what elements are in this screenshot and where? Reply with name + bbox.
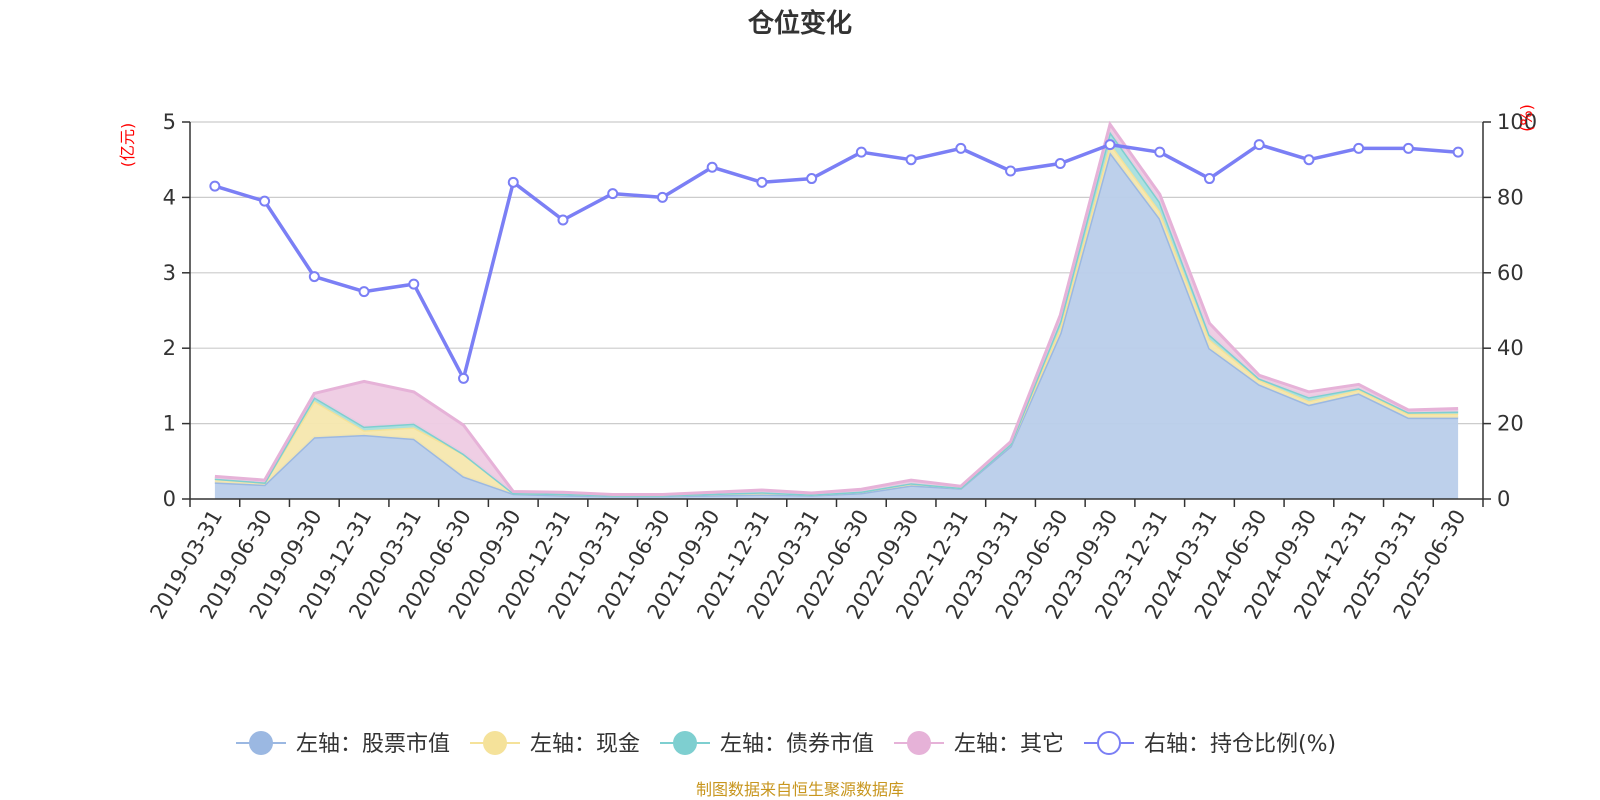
legend-marker [1097,731,1121,755]
ratio-point [1402,142,1414,154]
ratio-point [209,180,221,192]
ratio-point [1054,157,1066,169]
ratio-line [214,142,1459,381]
right-axis-unit: (%) [1517,104,1536,132]
ratio-point [1104,139,1116,151]
left-axis-tick-label: 1 [163,412,176,436]
ratio-point [557,214,569,226]
right-axis-tick-label: 40 [1497,336,1524,360]
legend-item: 左轴：其它 [894,731,1064,757]
legend-marker [483,731,507,755]
axes: 0123450204060801002019-03-312019-06-3020… [145,110,1537,623]
ratio-point [955,142,967,154]
left-axis-tick-label: 4 [163,185,176,209]
left-axis-tick-label: 2 [163,336,176,360]
legend-label: 左轴：现金 [530,732,640,757]
legend-label: 左轴：股票市值 [296,732,450,757]
ratio-point [1154,146,1166,158]
ratio-point [706,161,718,173]
ratio-point [1005,165,1017,177]
ratio-point [1353,142,1365,154]
ratio-point [756,176,768,188]
ratio-point [1203,173,1215,185]
ratio-point [806,173,818,185]
legend-marker [907,731,931,755]
ratio-point [905,154,917,166]
legend-item: 左轴：现金 [470,731,640,757]
ratio-point [358,286,370,298]
legend-item: 左轴：债券市值 [660,731,874,757]
legend-label: 左轴：债券市值 [720,732,874,757]
legend-label: 左轴：其它 [954,732,1064,757]
ratio-point [507,176,519,188]
legend: 左轴：股票市值 左轴：现金 左轴：债券市值 左轴：其它 右轴：持仓比例(%) [236,731,1336,757]
right-axis-tick-label: 0 [1497,487,1510,511]
legend-item: 左轴：股票市值 [236,731,450,757]
ratio-point [1303,154,1315,166]
ratio-point [308,271,320,283]
left-axis-tick-label: 3 [163,261,176,285]
left-axis-unit: (亿元) [118,123,137,168]
ratio-point [259,195,271,207]
legend-label: 右轴：持仓比例(%) [1144,732,1336,757]
source-note: 制图数据来自恒生聚源数据库 [696,780,904,799]
area-series [214,120,1459,499]
legend-item: 右轴：持仓比例(%) [1084,731,1336,757]
ratio-point [855,146,867,158]
area-series-1 [214,152,1459,499]
left-axis-tick-label: 5 [163,110,176,134]
right-axis-tick-label: 100 [1497,110,1537,134]
right-axis-tick-label: 80 [1497,185,1524,209]
ratio-point [607,188,619,200]
right-axis-tick-label: 20 [1497,412,1524,436]
ratio-line-series [209,139,1464,384]
ratio-point [656,191,668,203]
left-axis-tick-label: 0 [163,487,176,511]
chart-title: 仓位变化 [747,8,852,39]
ratio-point [1452,146,1464,158]
ratio-point [458,372,470,384]
right-axis-tick-label: 60 [1497,261,1524,285]
area-series-edge-4 [214,120,1459,496]
legend-marker [249,731,273,755]
ratio-point [408,278,420,290]
legend-marker [673,731,697,755]
ratio-point [1253,139,1265,151]
